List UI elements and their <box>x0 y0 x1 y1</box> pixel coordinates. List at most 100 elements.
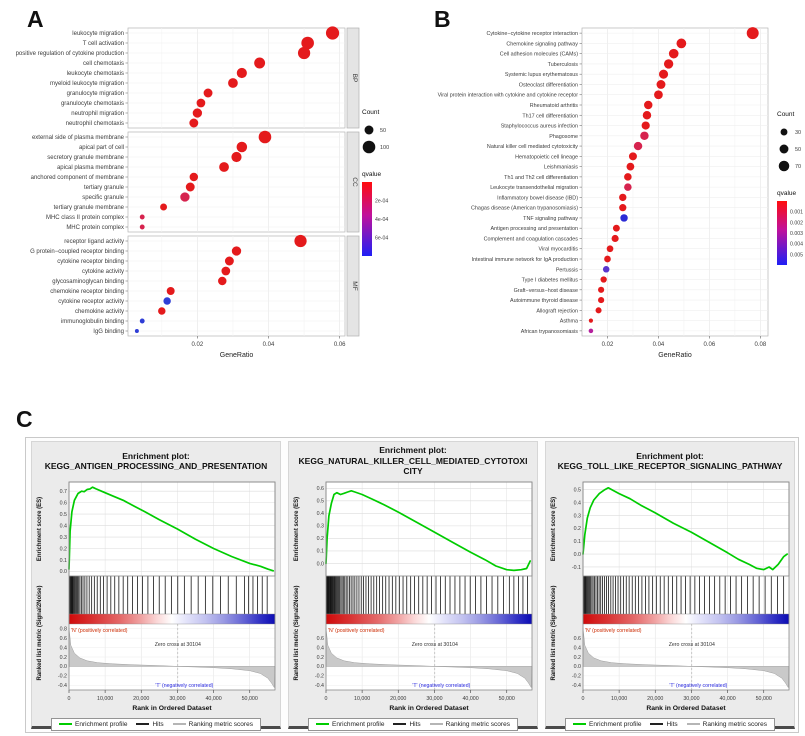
svg-text:cytokine receptor activity: cytokine receptor activity <box>58 299 124 305</box>
dot <box>203 88 213 98</box>
svg-text:0.06: 0.06 <box>704 342 716 348</box>
svg-text:myeloid leukocyte migration: myeloid leukocyte migration <box>50 81 124 87</box>
gsea-pathway-name-wrap: CITY <box>403 466 423 477</box>
svg-text:0.6: 0.6 <box>317 486 324 492</box>
svg-text:30,000: 30,000 <box>683 696 699 702</box>
svg-text:Tuberculosis: Tuberculosis <box>548 62 579 68</box>
svg-text:0.3: 0.3 <box>574 513 581 519</box>
gsea-pathway-name: KEGG_NATURAL_KILLER_CELL_MEDIATED_CYTOTO… <box>298 455 528 466</box>
svg-text:Antigen processing and present: Antigen processing and presentation <box>490 226 578 232</box>
dot <box>192 108 203 118</box>
svg-text:Rheumatoid arthritis: Rheumatoid arthritis <box>530 103 579 109</box>
svg-text:Zero cross at 30104: Zero cross at 30104 <box>412 642 458 648</box>
svg-text:tertiary granule membrane: tertiary granule membrane <box>54 205 125 211</box>
dot <box>633 141 643 151</box>
dot <box>620 214 628 222</box>
gsea-title: Enrichment plot: <box>122 450 190 461</box>
svg-text:0.2: 0.2 <box>60 655 67 661</box>
svg-text:MHC class II protein complex: MHC class II protein complex <box>46 215 124 221</box>
dot <box>598 286 605 293</box>
dot <box>668 48 679 59</box>
svg-text:0.4: 0.4 <box>317 511 324 517</box>
svg-text:Ranked list metric (Signal2Noi: Ranked list metric (Signal2Noise) <box>294 585 300 680</box>
enrichment-curve <box>325 489 532 572</box>
svg-text:TNF signaling pathway: TNF signaling pathway <box>523 216 578 222</box>
svg-text:10,000: 10,000 <box>97 696 113 702</box>
svg-text:granulocyte migration: granulocyte migration <box>67 91 124 97</box>
enrichment-curve <box>68 486 275 572</box>
gsea-title: Enrichment plot: <box>379 445 447 456</box>
svg-text:Leukocyte transendothelial mig: Leukocyte transendothelial migration <box>490 185 578 191</box>
svg-text:Enrichment score (ES): Enrichment score (ES) <box>551 497 557 561</box>
svg-text:cytokine activity: cytokine activity <box>82 269 124 275</box>
gray-line-icon <box>686 723 700 725</box>
svg-text:20,000: 20,000 <box>133 696 149 702</box>
svg-text:0.2: 0.2 <box>60 546 67 552</box>
panel-a-label: A <box>27 6 44 32</box>
dot <box>160 203 168 211</box>
svg-text:0.4: 0.4 <box>60 523 67 529</box>
svg-text:0: 0 <box>68 696 71 702</box>
dot <box>624 183 632 191</box>
svg-text:Pertussis: Pertussis <box>556 267 578 273</box>
dot <box>301 36 314 50</box>
legend-enrichment-profile: Enrichment profile <box>59 721 127 728</box>
dot <box>628 152 637 161</box>
svg-text:receptor ligand activity: receptor ligand activity <box>64 239 124 245</box>
svg-text:0.5: 0.5 <box>60 512 67 518</box>
svg-text:Count: Count <box>777 111 795 118</box>
svg-text:30: 30 <box>795 130 801 136</box>
legend-enrichment-profile: Enrichment profile <box>316 721 384 728</box>
dot <box>640 131 649 141</box>
svg-text:50,000: 50,000 <box>756 696 772 702</box>
svg-text:GeneRatio: GeneRatio <box>220 352 254 359</box>
svg-text:Viral protein interaction with: Viral protein interaction with cytokine … <box>438 93 579 99</box>
svg-text:0.4: 0.4 <box>574 500 581 506</box>
svg-text:'T' (negatively correlated): 'T' (negatively correlated) <box>155 683 213 689</box>
svg-text:Th1 and Th2 cell differentiati: Th1 and Th2 cell differentiation <box>504 175 578 181</box>
svg-text:positive regulation of cytokin: positive regulation of cytokine producti… <box>16 51 124 57</box>
svg-text:-0.2: -0.2 <box>572 674 581 680</box>
svg-text:0.0: 0.0 <box>317 664 324 670</box>
svg-text:0: 0 <box>582 696 585 702</box>
svg-text:Rank in Ordered Dataset: Rank in Ordered Dataset <box>132 705 212 712</box>
svg-text:Intestinal immune network for: Intestinal immune network for IgA produc… <box>472 257 578 263</box>
dot <box>219 162 229 172</box>
svg-text:50,000: 50,000 <box>242 696 258 702</box>
dot <box>185 182 195 192</box>
svg-text:0.1: 0.1 <box>317 549 324 555</box>
svg-text:0.08: 0.08 <box>755 342 767 348</box>
svg-text:10,000: 10,000 <box>611 696 627 702</box>
svg-text:Cytokine−cytokine receptor int: Cytokine−cytokine receptor interaction <box>486 31 578 37</box>
dot <box>236 67 247 79</box>
black-line-icon <box>650 723 664 725</box>
svg-text:-0.4: -0.4 <box>58 683 67 689</box>
dot <box>231 246 242 256</box>
gsea-title-block: Enrichment plot: KEGG_NATURAL_KILLER_CEL… <box>289 442 537 480</box>
dot <box>746 27 759 40</box>
svg-text:Allograft rejection: Allograft rejection <box>536 308 578 314</box>
svg-text:Enrichment score (ES): Enrichment score (ES) <box>294 497 300 561</box>
svg-text:cell chemotaxis: cell chemotaxis <box>83 61 124 67</box>
dot <box>595 307 602 314</box>
dot <box>663 59 674 69</box>
svg-text:IgG binding: IgG binding <box>93 329 124 335</box>
svg-text:0.7: 0.7 <box>60 489 67 495</box>
svg-text:Enrichment score (ES): Enrichment score (ES) <box>37 497 43 561</box>
dot <box>139 214 145 220</box>
dot <box>641 121 650 130</box>
dot <box>624 173 632 181</box>
gray-line-icon <box>172 723 186 725</box>
svg-text:0.6: 0.6 <box>60 636 67 642</box>
svg-text:0.4: 0.4 <box>60 645 67 651</box>
svg-text:Complement and coagulation cas: Complement and coagulation cascades <box>484 236 579 242</box>
svg-text:MHC protein complex: MHC protein complex <box>66 225 124 231</box>
dot <box>163 297 171 305</box>
svg-text:0.6: 0.6 <box>574 636 581 642</box>
black-line-icon <box>393 723 407 725</box>
svg-text:anchored component of membrane: anchored component of membrane <box>31 175 125 181</box>
svg-text:'N' (positively correlated): 'N' (positively correlated) <box>328 628 385 634</box>
dot <box>134 329 139 333</box>
gsea-title-block: Enrichment plot: KEGG_ANTIGEN_PROCESSING… <box>32 442 280 480</box>
svg-text:Asthma: Asthma <box>560 319 578 325</box>
